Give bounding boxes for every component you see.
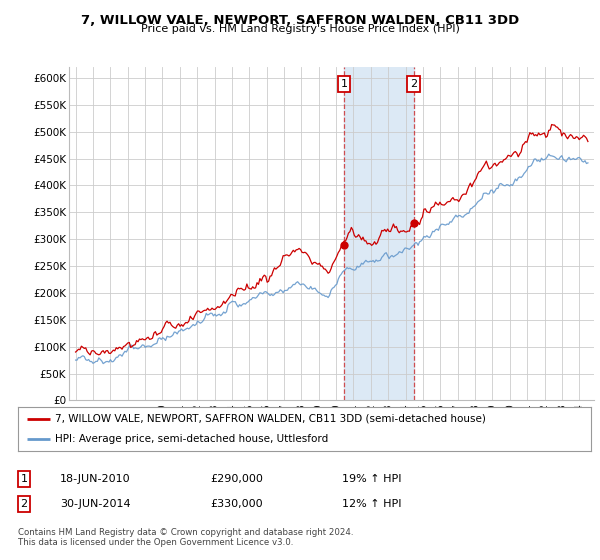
Text: 7, WILLOW VALE, NEWPORT, SAFFRON WALDEN, CB11 3DD (semi-detached house): 7, WILLOW VALE, NEWPORT, SAFFRON WALDEN,… <box>55 414 486 424</box>
Text: Contains HM Land Registry data © Crown copyright and database right 2024.
This d: Contains HM Land Registry data © Crown c… <box>18 528 353 547</box>
Text: 19% ↑ HPI: 19% ↑ HPI <box>342 474 401 484</box>
Text: £330,000: £330,000 <box>210 499 263 509</box>
Text: 2: 2 <box>410 79 417 89</box>
Text: 2: 2 <box>20 499 28 509</box>
Bar <box>344 67 413 400</box>
Text: 12% ↑ HPI: 12% ↑ HPI <box>342 499 401 509</box>
Text: 1: 1 <box>341 79 347 89</box>
Text: £290,000: £290,000 <box>210 474 263 484</box>
Text: 30-JUN-2014: 30-JUN-2014 <box>60 499 131 509</box>
Text: HPI: Average price, semi-detached house, Uttlesford: HPI: Average price, semi-detached house,… <box>55 434 328 444</box>
Text: Price paid vs. HM Land Registry's House Price Index (HPI): Price paid vs. HM Land Registry's House … <box>140 24 460 34</box>
Text: 1: 1 <box>20 474 28 484</box>
Text: 7, WILLOW VALE, NEWPORT, SAFFRON WALDEN, CB11 3DD: 7, WILLOW VALE, NEWPORT, SAFFRON WALDEN,… <box>81 14 519 27</box>
Text: 18-JUN-2010: 18-JUN-2010 <box>60 474 131 484</box>
